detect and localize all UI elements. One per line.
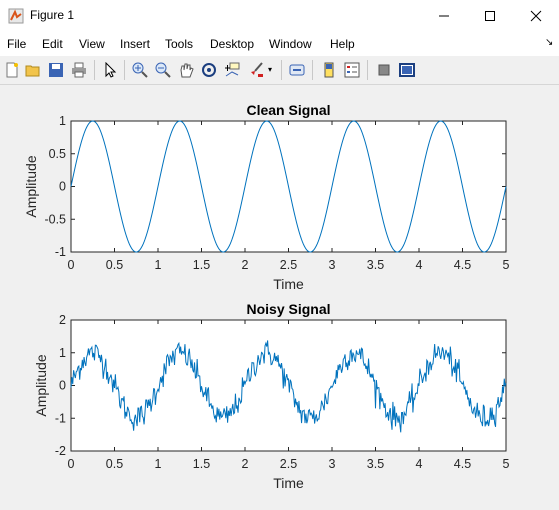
x-tick-label: 3 [329,457,336,471]
insert-legend-icon [344,62,360,78]
y-tick-label: -1 [55,245,66,259]
x-tick-label: 0.5 [106,258,123,272]
x-tick-label: 3 [329,258,336,272]
data-cursor-button[interactable] [222,60,242,80]
insert-legend-button[interactable] [342,60,362,80]
menu-bar: File Edit View Insert Tools Desktop Wind… [0,32,559,56]
menu-window[interactable]: Window [269,37,312,51]
zoom-in-icon [132,62,148,78]
hide-plot-tools-icon [378,64,390,76]
save-button[interactable] [46,60,66,80]
new-figure-button[interactable] [2,60,22,80]
brush-dropdown-icon[interactable]: ▾ [268,65,273,74]
close-icon [530,10,542,22]
pan-button[interactable] [176,60,196,80]
axes-1[interactable]: 0 0.5 1 1.5 2 2.5 3 3.5 4 4.5 5 1 0.5 0 -0.5 -1 Clean Si… [23,102,510,292]
x-tick-label: 2 [242,457,249,471]
close-button[interactable] [513,0,559,32]
x-tick-label: 0 [68,457,75,471]
figure-canvas: 0 0.5 1 1.5 2 2.5 3 3.5 4 4.5 5 1 0.5 0 -0.5 -1 Clean Si… [0,85,559,505]
print-button[interactable] [69,60,89,80]
minimize-icon [439,15,449,17]
x-tick-label: 4.5 [454,457,471,471]
link-plot-button[interactable] [287,60,307,80]
open-file-icon [25,65,40,77]
x-tick-label: 4 [416,258,423,272]
zoom-out-icon [155,62,171,78]
menu-tools[interactable]: Tools [165,37,194,51]
brush-icon [251,62,263,77]
show-plot-tools-icon [399,63,415,77]
menu-insert[interactable]: Insert [120,37,151,51]
hide-plot-tools-button[interactable] [374,60,394,80]
brush-button[interactable] [246,60,266,80]
figure-toolbar: ▾ [0,56,559,85]
zoom-in-button[interactable] [130,60,150,80]
print-icon [72,62,86,78]
y-tick-label: -2 [55,444,66,458]
select-pointer-button[interactable] [100,60,120,80]
x-tick-label: 0 [68,258,75,272]
x-tick-label: 5 [503,258,510,272]
zoom-out-button[interactable] [153,60,173,80]
new-figure-icon [6,62,18,78]
x-tick-label: 4.5 [454,258,471,272]
select-pointer-icon [105,62,117,78]
axes-2[interactable]: 0 0.5 1 1.5 2 2.5 3 3.5 4 4.5 5 2 1 0 -1 -2 Noisy Signal… [33,301,510,491]
data-cursor-icon [225,62,240,77]
y-tick-label: 0 [59,379,66,393]
y-axis-label: Amplitude [23,155,39,217]
y-tick-label: 1 [59,346,66,360]
insert-colorbar-icon [324,62,334,78]
axes-title: Noisy Signal [246,301,330,317]
y-tick-label: 1 [59,114,66,128]
pan-hand-icon [180,63,194,78]
axes-title: Clean Signal [246,102,330,118]
y-tick-label: 2 [59,313,66,327]
menu-view[interactable]: View [79,37,105,51]
x-tick-label: 3.5 [367,258,384,272]
menu-file[interactable]: File [7,37,27,51]
dock-arrow-icon[interactable]: ↘ [545,37,554,48]
title-bar: Figure 1 [0,0,559,32]
maximize-icon [485,11,495,21]
x-tick-label: 1.5 [193,457,210,471]
plots-svg[interactable]: 0 0.5 1 1.5 2 2.5 3 3.5 4 4.5 5 1 0.5 0 -0.5 -1 Clean Si… [0,85,559,505]
rotate-3d-button[interactable] [199,60,219,80]
x-tick-label: 1.5 [193,258,210,272]
x-tick-label: 2.5 [280,457,297,471]
y-tick-label: -1 [55,411,66,425]
menu-help[interactable]: Help [330,37,355,51]
window-title: Figure 1 [30,8,75,22]
save-icon [49,63,63,77]
x-tick-label: 2.5 [280,258,297,272]
insert-colorbar-button[interactable] [319,60,339,80]
x-tick-label: 0.5 [106,457,123,471]
minimize-button[interactable] [421,0,467,32]
link-plot-icon [289,64,305,76]
x-tick-label: 4 [416,457,423,471]
menu-desktop[interactable]: Desktop [210,37,255,51]
show-plot-tools-button[interactable] [397,60,417,80]
x-axis-label: Time [273,475,304,491]
x-tick-label: 2 [242,258,249,272]
open-file-button[interactable] [23,60,43,80]
x-axis-label: Time [273,276,304,292]
y-tick-label: 0.5 [49,147,66,161]
y-tick-label: -0.5 [44,212,66,226]
menu-edit[interactable]: Edit [42,37,63,51]
clean-signal-line [70,120,507,253]
x-tick-label: 5 [503,457,510,471]
noisy-signal-line [70,340,507,433]
x-tick-label: 3.5 [367,457,384,471]
x-tick-label: 1 [155,258,162,272]
x-tick-label: 1 [155,457,162,471]
matlab-figure-icon [8,8,24,24]
maximize-button[interactable] [467,0,513,32]
rotate-3d-icon [202,63,216,77]
y-tick-label: 0 [59,180,66,194]
y-axis-label: Amplitude [33,354,49,416]
